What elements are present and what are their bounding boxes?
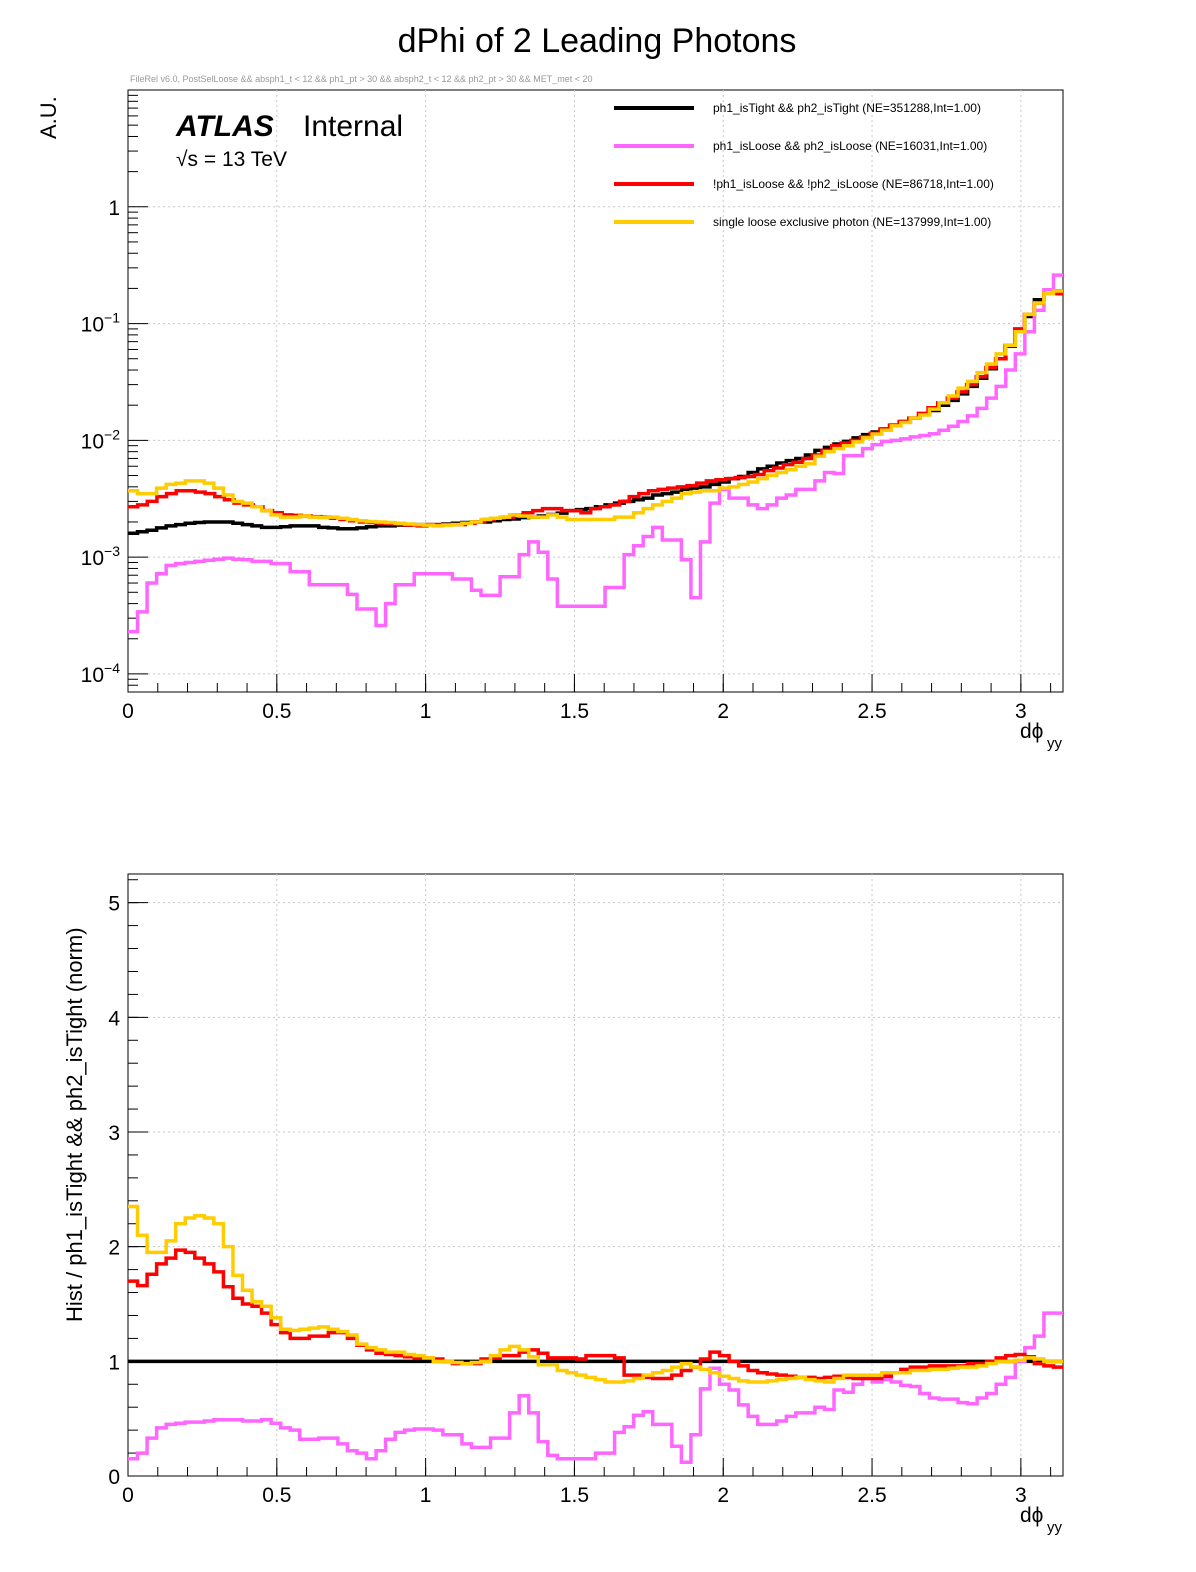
- lower-ytick-label: 4: [108, 1007, 120, 1030]
- upper-xtick-label: 0: [122, 700, 134, 723]
- upper-x-label-sub: yy: [1047, 735, 1063, 752]
- legend-entry: !ph1_isLoose && !ph2_isLoose (NE=86718,I…: [713, 177, 994, 191]
- lower-series-2: [128, 1248, 1063, 1381]
- lower-series-3: [128, 1204, 1063, 1384]
- upper-series: [128, 273, 1063, 634]
- lower-x-label-sub: yy: [1047, 1519, 1063, 1536]
- lower-x-label: dϕ: [1020, 1504, 1043, 1527]
- upper-ytick-label: 10−1: [81, 310, 121, 337]
- lower-y-label: Hist / ph1_isTight && ph2_isTight (norm): [62, 927, 87, 1322]
- upper-xtick-label: 2: [717, 700, 729, 723]
- energy-label: √s = 13 TeV: [176, 148, 287, 171]
- lower-xtick-label: 0: [122, 1484, 134, 1507]
- upper-series-2: [128, 292, 1063, 528]
- internal-label: Internal: [303, 110, 403, 143]
- lower-xtick-label: 0.5: [262, 1484, 291, 1507]
- upper-series-3: [128, 289, 1063, 528]
- lower-ytick-label: 1: [108, 1351, 120, 1374]
- plot-title: dPhi of 2 Leading Photons: [398, 22, 797, 60]
- atlas-label: ATLAS: [175, 110, 274, 143]
- lower-ytick-label: 0: [108, 1466, 120, 1489]
- lower-xtick-label: 2: [717, 1484, 729, 1507]
- upper-grid: [128, 90, 1063, 692]
- lower-series: [128, 1204, 1063, 1464]
- upper-xtick-label: 3: [1015, 700, 1027, 723]
- upper-y-label: A.U.: [36, 96, 61, 139]
- lower-ytick-label: 3: [108, 1122, 120, 1145]
- upper-ytick-label: 1: [108, 197, 120, 220]
- legend-entry: single loose exclusive photon (NE=137999…: [713, 215, 991, 229]
- lower-frame: [127, 873, 1064, 1477]
- upper-x-label: dϕ: [1020, 720, 1043, 743]
- legend: ph1_isTight && ph2_isTight (NE=351288,In…: [614, 101, 994, 229]
- lower-xtick-label: 3: [1015, 1484, 1027, 1507]
- upper-xtick-label: 2.5: [857, 700, 886, 723]
- lower-series-1: [128, 1311, 1063, 1464]
- cut-string: FileRel v6.0, PostSelLoose && absph1_t <…: [130, 74, 593, 84]
- upper-ticks: 0 0.5 1 1.5 2 2.5 3 10−4 10−3 10−2 10−1 1: [81, 94, 1052, 723]
- lower-xtick-label: 1.5: [560, 1484, 589, 1507]
- upper-series-1: [128, 273, 1063, 634]
- lower-xtick-label: 2.5: [857, 1484, 886, 1507]
- upper-frame: [127, 89, 1064, 693]
- upper-xtick-label: 1: [420, 700, 432, 723]
- legend-entry: ph1_isLoose && ph2_isLoose (NE=16031,Int…: [713, 139, 987, 153]
- lower-ytick-label: 5: [108, 893, 120, 916]
- legend-entry: ph1_isTight && ph2_isTight (NE=351288,In…: [713, 101, 981, 115]
- upper-panel: 0 0.5 1 1.5 2 2.5 3 10−4 10−3 10−2 10−1 1 ATLAS Int…: [36, 89, 1064, 752]
- lower-ticks: 0 0.5 1 1.5 2 2.5 3 0 1 2 3 4 5: [108, 879, 1052, 1507]
- lower-ytick-label: 2: [108, 1237, 120, 1260]
- lower-xtick-label: 1: [420, 1484, 432, 1507]
- upper-ytick-label: 10−3: [81, 543, 121, 570]
- lower-panel: 0 0.5 1 1.5 2 2.5 3 0 1 2 3 4 5 Hist / ph1_isTight &…: [62, 873, 1064, 1536]
- upper-xtick-label: 1.5: [560, 700, 589, 723]
- upper-ytick-label: 10−2: [81, 426, 121, 453]
- lower-grid: [128, 874, 1063, 1476]
- upper-xtick-label: 0.5: [262, 700, 291, 723]
- upper-ytick-label: 10−4: [81, 660, 121, 687]
